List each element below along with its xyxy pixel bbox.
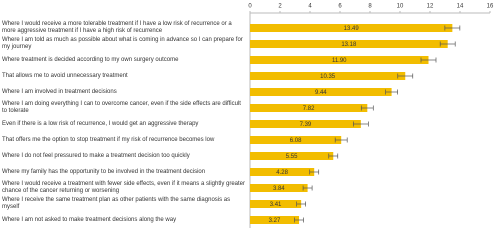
value-label: 11.90: [332, 58, 347, 64]
bar: [250, 152, 334, 160]
value-label: 9.44: [315, 90, 327, 96]
category-label: Where I am told as much as possible abou…: [2, 37, 243, 50]
value-label: 7.82: [303, 106, 315, 112]
bar: [250, 40, 448, 48]
category-label: Where I would receive a more tolerable t…: [2, 21, 232, 34]
category-label: Where my family has the opportunity to b…: [2, 168, 206, 175]
category-label: That allows me to avoid unnecessary trea…: [2, 72, 128, 79]
category-label: Where I would receive a treatment with f…: [2, 181, 245, 194]
x-tick-label: 14: [457, 4, 464, 10]
bar: [250, 24, 453, 32]
value-label: 10.35: [320, 74, 336, 80]
value-label: 6.08: [290, 138, 302, 144]
bar: [250, 104, 368, 112]
value-label: 13.18: [341, 42, 357, 48]
category-label: Even if there is a low risk of recurrenc…: [2, 120, 199, 127]
x-tick-label: 4: [308, 4, 312, 10]
bar: [250, 88, 392, 96]
x-tick-label: 2: [278, 4, 282, 10]
value-label: 13.49: [344, 26, 360, 32]
value-label: 3.41: [270, 202, 282, 208]
value-label: 3.27: [269, 218, 281, 224]
x-tick-label: 12: [427, 4, 434, 10]
bar: [250, 184, 308, 192]
bar: [250, 216, 300, 224]
x-tick-label: 10: [397, 4, 404, 10]
category-label: Where treatment is decided according to …: [2, 56, 179, 63]
value-label: 7.39: [300, 122, 312, 128]
bar: [250, 168, 315, 176]
category-label: Where I am involved in treatment decisio…: [2, 88, 117, 95]
category-label: Where I am not asked to make treatment d…: [2, 216, 177, 223]
bar: [250, 200, 302, 208]
category-label: Where I receive the same treatment plan …: [2, 197, 231, 210]
x-tick-label: 16: [487, 4, 494, 10]
value-label: 4.28: [276, 170, 288, 176]
bar: [250, 72, 406, 80]
value-label: 5.55: [286, 154, 298, 160]
category-label: Where I do not feel pressured to make a …: [2, 152, 190, 159]
bar: [250, 136, 342, 144]
value-label: 3.84: [273, 186, 285, 192]
x-tick-label: 8: [368, 4, 372, 10]
x-tick-label: 0: [248, 4, 252, 10]
chart-page: 0 2 4 6 8 10 12 14 16 13.49 13.18 11.90 10.35 9.44 7.8…: [2, 4, 494, 228]
x-tick-label: 6: [338, 4, 342, 10]
bar: [250, 56, 429, 64]
chart: 0 2 4 6 8 10 12 14 16 13.49 13.18 11.90 10.35 9.44 7.8…: [248, 4, 494, 228]
category-label: That offers me the option to stop treatm…: [2, 136, 215, 143]
bar: [250, 120, 361, 128]
category-label: Where I am doing everything I can to ove…: [2, 101, 241, 114]
